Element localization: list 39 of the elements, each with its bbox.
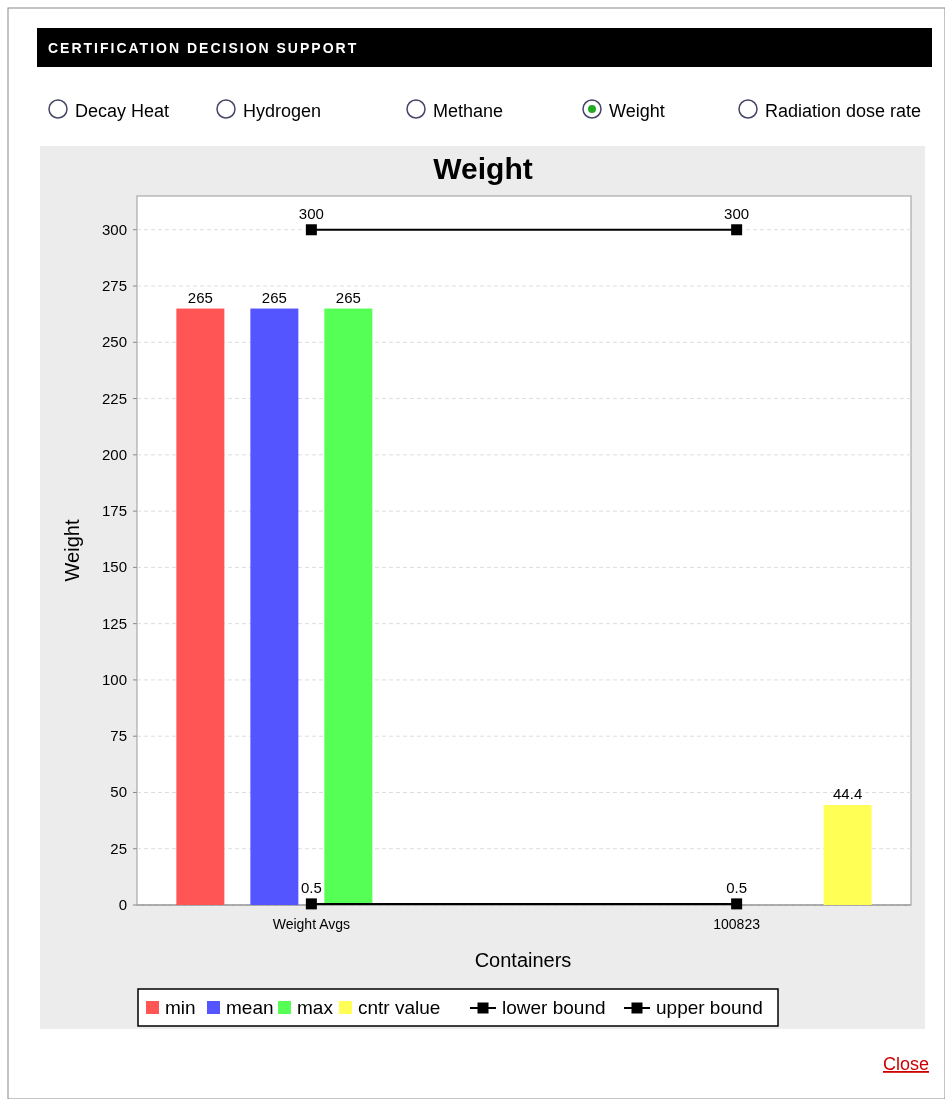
y-tick-label: 150 <box>101 558 127 576</box>
data-label: 44.4 <box>833 785 863 803</box>
data-label: 265 <box>187 288 213 306</box>
y-tick-label: 125 <box>101 614 127 632</box>
y-tick-label: 0 <box>118 896 127 913</box>
y-tick-label: 50 <box>110 783 127 801</box>
data-label: 0.5 <box>726 878 748 896</box>
y-tick-label: 225 <box>101 389 127 407</box>
y-tick-label: 200 <box>101 445 127 463</box>
data-label: 265 <box>261 288 287 306</box>
legend-label: min <box>165 997 196 1018</box>
x-tick-label: Weight Avgs <box>272 916 351 932</box>
text: Methane <box>433 101 504 121</box>
legend-label: max <box>297 997 334 1018</box>
y-tick-label: 100 <box>101 670 127 688</box>
text: Decay Heat <box>75 101 170 121</box>
legend-label: upper bound <box>656 997 763 1018</box>
text: CERTIFICATION DECISION SUPPORT <box>48 40 359 56</box>
y-axis-title: Weight <box>61 519 83 582</box>
y-tick-label: 25 <box>110 839 127 857</box>
data-label: 300 <box>724 204 750 222</box>
y-tick-label: 300 <box>101 220 127 238</box>
y-tick-label: 175 <box>101 502 127 520</box>
legend-label: mean <box>226 997 274 1018</box>
data-label: 300 <box>298 204 324 222</box>
y-tick-label: 275 <box>101 277 127 295</box>
y-tick-label: 75 <box>110 727 127 745</box>
chart-title: Weight <box>433 152 533 185</box>
legend-label: cntr value <box>358 997 441 1018</box>
text: Weight <box>609 101 665 121</box>
text: Hydrogen <box>243 101 322 121</box>
text: Radiation dose rate <box>765 101 922 121</box>
text: Close <box>882 1054 929 1074</box>
x-tick-label: 100823 <box>713 916 761 932</box>
data-label: 265 <box>335 288 361 306</box>
legend-label: lower bound <box>502 997 606 1018</box>
x-axis-title: Containers <box>474 949 572 971</box>
data-label: 0.5 <box>300 878 322 896</box>
y-tick-label: 250 <box>101 333 127 351</box>
